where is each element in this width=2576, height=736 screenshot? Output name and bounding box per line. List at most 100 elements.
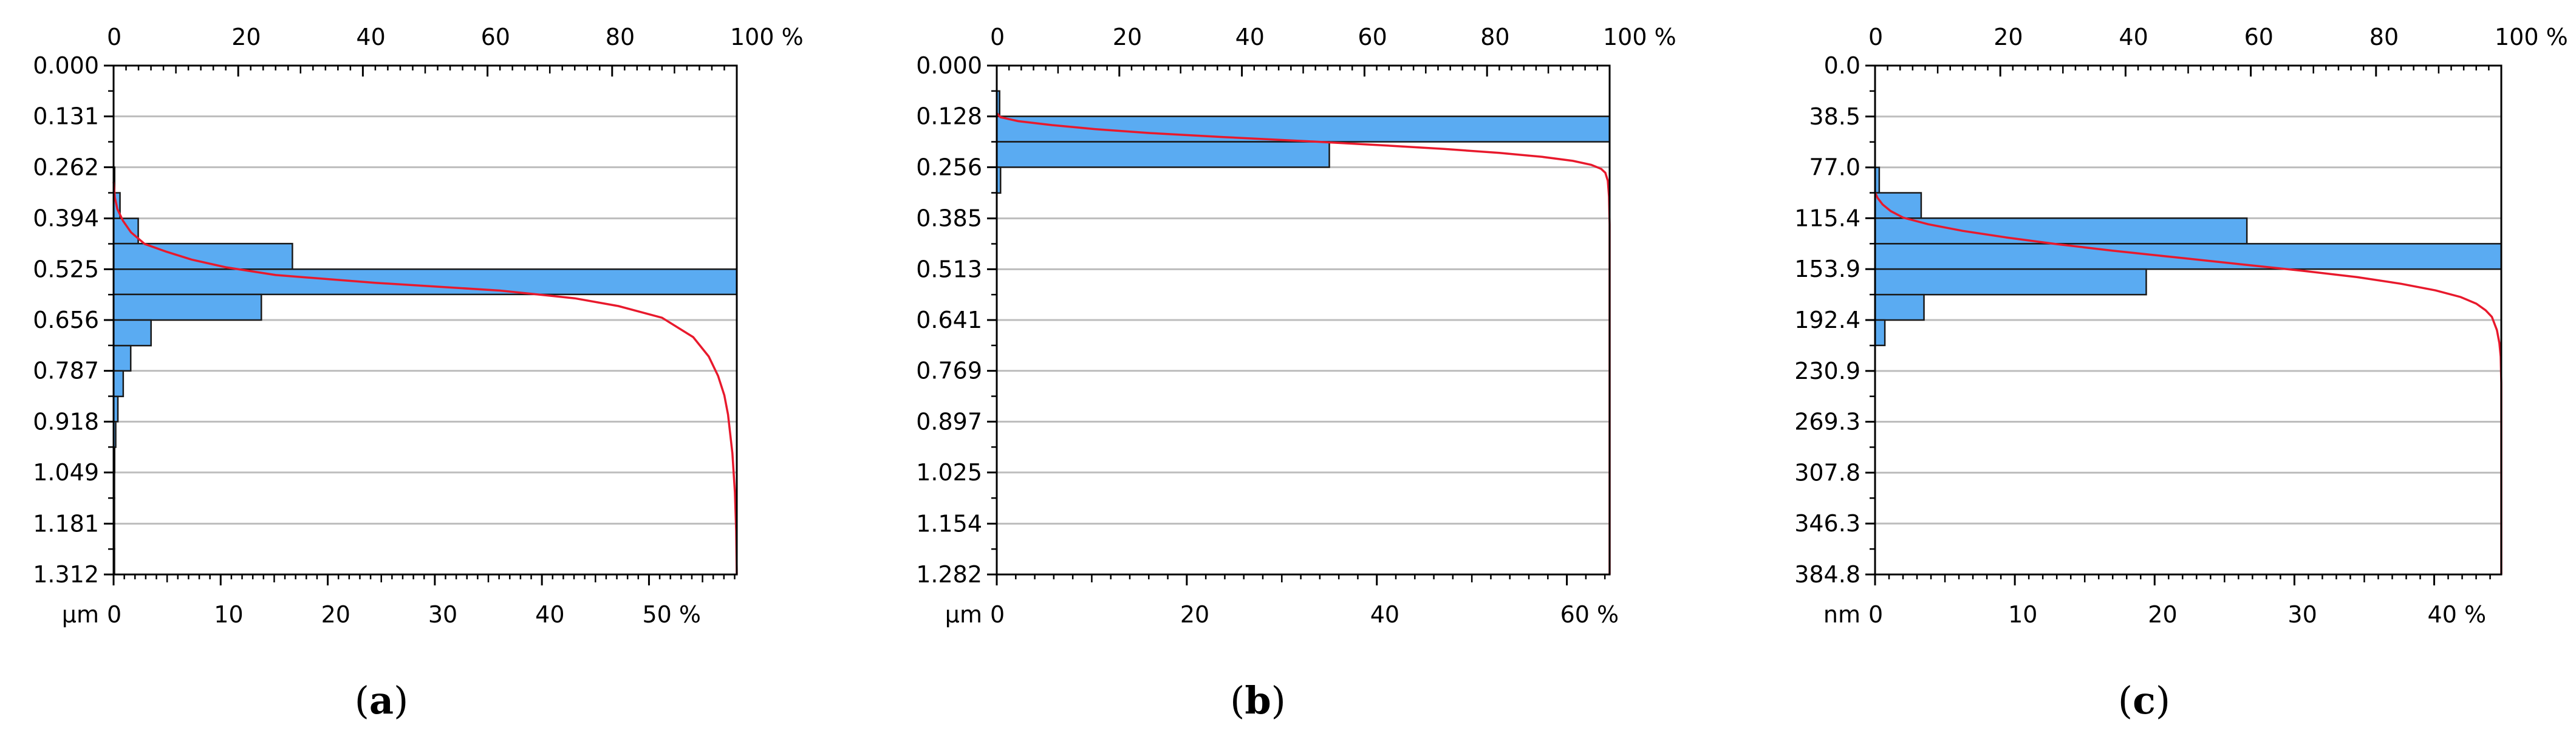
panel-caption: (b) [1230,678,1286,723]
histogram-bar [1874,319,1886,347]
histogram-bar [1874,243,2503,270]
histogram-bar [112,217,139,245]
y-tick-label: 0.262 [33,154,99,180]
x-top-tick-label: 60 [1358,24,1387,50]
y-tick-label: 0.656 [33,307,99,333]
x-top-tick-label: 80 [2369,24,2399,50]
y-tick-label: 0.787 [33,358,99,384]
y-tick-label: 1.282 [916,561,982,588]
caption-close-paren: ) [394,678,408,723]
x-bottom-tick-label: 60 % [1560,601,1619,628]
x-bottom-tick-label: 20 [2148,601,2177,628]
y-tick-label: 153.9 [1794,256,1860,282]
y-tick-label: 192.4 [1794,307,1860,333]
y-tick-label: 0.394 [33,205,99,232]
y-tick-label: 0.897 [916,408,982,435]
y-tick-label: 0.525 [33,256,99,282]
x-top-tick-label: 40 [1235,24,1265,50]
y-unit-label: µm [945,601,982,628]
x-top-tick-label: 100 % [1603,24,1676,50]
x-bottom-tick-label: 10 [2008,601,2037,628]
x-bottom-tick-label: 40 [535,601,564,628]
caption-open-paren: ( [355,678,369,723]
y-tick-label: 230.9 [1794,358,1860,384]
x-top-tick-label: 20 [1993,24,2023,50]
x-top-tick-label: 80 [1480,24,1509,50]
y-tick-label: 1.049 [33,459,99,486]
cumulative-curve [996,112,1611,574]
y-tick-label: 38.5 [1809,103,1860,130]
y-tick-label: 0.131 [33,103,99,130]
histogram-bar [112,319,152,347]
x-top-tick-label: 20 [231,24,261,50]
y-tick-label: 0.128 [916,103,982,130]
y-tick-label: 307.8 [1794,459,1860,486]
y-tick-label: 0.000 [33,52,99,79]
x-top-tick-label: 40 [2119,24,2148,50]
x-top-tick-label: 40 [356,24,385,50]
histogram-bar [112,293,262,321]
histogram-panel-a: 0.000 0.131 0.262 0.394 0.525 0.656 0.787 0.918… [33,24,804,723]
caption-open-paren: ( [1230,678,1245,723]
x-bottom-tick-label: 30 [2287,601,2317,628]
caption-letter: a [369,678,394,723]
y-tick-label: 77.0 [1809,154,1860,181]
caption-letter: b [1245,678,1271,723]
x-bottom-tick-label: 20 [321,601,350,628]
y-tick-label: 0.385 [916,205,982,232]
x-bottom-tick-label: 20 [1180,601,1209,628]
x-top-tick-label: 0 [107,24,121,50]
x-top-tick-label: 0 [990,24,1005,50]
x-bottom-tick-label: 50 % [642,601,701,628]
x-top-tick-label: 60 [2244,24,2274,50]
x-top-tick-label: 0 [1868,24,1883,50]
x-top-tick-label: 20 [1113,24,1142,50]
histogram-bar [112,242,293,270]
y-tick-label: 0.0 [1824,52,1860,79]
histogram-bar [112,370,125,398]
x-bottom-tick-label: 0 [107,601,121,628]
panel-caption: (a) [355,678,409,723]
y-tick-label: 1.025 [916,459,982,486]
histogram-bar [112,268,738,296]
y-unit-label: µm [62,601,99,628]
caption-letter: c [2133,678,2156,723]
histogram-bar [1874,217,2248,245]
y-tick-label: 1.181 [33,510,99,537]
y-tick-label: 384.8 [1794,561,1860,588]
y-tick-label: 0.000 [916,52,982,79]
histogram-bar [1874,293,1925,321]
y-tick-label: 0.641 [916,307,982,333]
y-tick-label: 1.312 [33,561,99,588]
histogram-panel-b: 0.000 0.128 0.256 0.385 0.513 0.641 0.769 0.897… [916,24,1676,723]
y-tick-label: 0.256 [916,154,982,180]
y-tick-label: 0.918 [33,408,99,435]
histogram-panel-c: 0.0 38.5 77.0 115.4 153.9 192.4 230.9 269.3 307.… [1794,24,2568,723]
caption-open-paren: ( [2118,678,2133,723]
y-tick-label: 115.4 [1794,205,1860,231]
cumulative-curve [112,182,738,575]
x-top-tick-label: 60 [481,24,510,50]
x-bottom-tick-label: 0 [1868,601,1883,628]
panel-caption: (c) [2118,678,2170,723]
histogram-bar [112,344,132,372]
y-tick-label: 0.513 [916,256,982,282]
x-top-tick-label: 100 % [730,24,804,50]
x-top-tick-label: 100 % [2495,24,2568,50]
caption-close-paren: ) [2156,678,2170,723]
x-bottom-tick-label: 40 [1370,601,1399,628]
histogram-bar [996,141,1330,168]
y-tick-label: 269.3 [1794,408,1860,435]
y-unit-label: nm [1823,601,1860,628]
x-bottom-tick-label: 10 [214,601,243,628]
y-tick-label: 346.3 [1794,510,1860,537]
x-bottom-tick-label: 30 [428,601,457,628]
histogram-bar [1874,268,2147,296]
histogram-bar [996,115,1611,143]
y-tick-label: 0.769 [916,358,982,384]
x-bottom-tick-label: 40 % [2428,601,2487,628]
y-tick-label: 1.154 [916,510,982,537]
caption-close-paren: ) [1271,678,1286,723]
